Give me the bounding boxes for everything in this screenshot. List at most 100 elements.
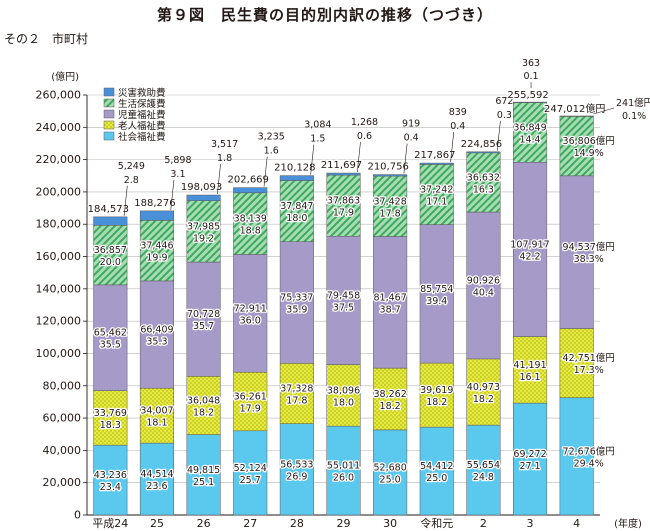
callout-pct-label: 1.5 bbox=[310, 134, 325, 145]
segment-pct-label: 42.2 bbox=[519, 251, 540, 262]
y-tick-label: 120,000 bbox=[36, 315, 82, 328]
segment-pct-label: 18.1 bbox=[146, 418, 167, 429]
bar-segment bbox=[279, 241, 314, 364]
bar-segment bbox=[139, 387, 174, 444]
segment-value-label: 36,261 bbox=[234, 392, 267, 403]
y-tick-label: 140,000 bbox=[36, 282, 82, 295]
legend-swatch bbox=[103, 109, 115, 119]
segment-pct-label: 14.4 bbox=[519, 134, 540, 145]
callout-pct-label: 2.8 bbox=[124, 175, 139, 186]
total-label: 202,669 bbox=[228, 175, 269, 186]
segment-value-label: 34,007 bbox=[140, 406, 173, 417]
segment-value-label: 55,654 bbox=[467, 460, 500, 471]
bar-segment bbox=[466, 358, 501, 426]
segment-value-label: 55,011 bbox=[327, 461, 360, 472]
segment-value-label: 90,926 bbox=[467, 275, 500, 286]
callout-pct-label: 0.4 bbox=[404, 133, 419, 144]
callout-value-label: 363 bbox=[522, 58, 540, 69]
segment-pct-label: 18.3 bbox=[100, 420, 121, 431]
callout-value-label: 241億円 bbox=[616, 97, 650, 109]
segment-value-label: 37,328 bbox=[280, 384, 313, 395]
legend-label: 児童福祉費 bbox=[118, 109, 166, 121]
y-tick-label: 180,000 bbox=[36, 218, 82, 231]
total-label: 217,867 bbox=[414, 150, 455, 161]
segment-pct-label: 17.8 bbox=[380, 208, 401, 219]
callout-value-label: 672 bbox=[495, 96, 513, 107]
callout-leader bbox=[403, 143, 408, 174]
segment-value-label: 49,815 bbox=[187, 465, 220, 476]
y-tick-label: 100,000 bbox=[36, 347, 82, 360]
segment-value-label: 37,428 bbox=[374, 196, 407, 207]
segment-value-label: 52,680 bbox=[374, 462, 407, 473]
x-tick-label: 2 bbox=[480, 517, 487, 530]
callout-pct-label: 0.1 bbox=[523, 71, 538, 82]
x-tick-label: 30 bbox=[383, 517, 397, 530]
bar-segment bbox=[559, 397, 594, 516]
callout-value-label: 919 bbox=[402, 119, 420, 130]
bar-segment bbox=[233, 254, 268, 373]
bar-segment bbox=[326, 235, 361, 365]
segment-pct-label: 35.3 bbox=[146, 337, 167, 348]
bar-segment bbox=[466, 211, 501, 360]
y-tick-label: 80,000 bbox=[43, 379, 82, 392]
bar-segment bbox=[326, 174, 361, 237]
bar-segment bbox=[559, 115, 594, 117]
callout-value-label: 839 bbox=[449, 107, 467, 118]
callout-value-label: 3,517 bbox=[211, 139, 238, 150]
segment-value-label: 81,467 bbox=[374, 292, 407, 303]
y-tick-label: 220,000 bbox=[36, 153, 82, 166]
segment-value-label: 43,236 bbox=[94, 470, 127, 481]
x-tick-label: 平成24 bbox=[92, 517, 128, 530]
bar-segment bbox=[93, 444, 128, 516]
segment-value-label: 66,409 bbox=[140, 325, 173, 336]
callout-pct-label: 0.3 bbox=[497, 110, 512, 121]
legend-swatch bbox=[103, 87, 115, 97]
y-tick-label: 60,000 bbox=[43, 412, 82, 425]
bar-segment bbox=[466, 151, 501, 154]
segment-value-label: 38,262 bbox=[374, 389, 407, 400]
bar-segment bbox=[186, 261, 221, 377]
segment-pct-label: 25.0 bbox=[426, 473, 447, 484]
segment-pct-label: 19.9 bbox=[146, 253, 167, 264]
segment-value-label: 75,337 bbox=[280, 293, 313, 304]
bar-segment bbox=[373, 175, 408, 237]
total-label: 188,276 bbox=[134, 198, 175, 209]
segment-pct-label: 23.4 bbox=[100, 482, 121, 493]
x-tick-label: 令和元 bbox=[420, 516, 453, 530]
legend-label: 災害救助費 bbox=[118, 87, 166, 99]
callout-value-label: 3,235 bbox=[258, 132, 285, 143]
segment-value-label: 70,728 bbox=[187, 309, 220, 320]
bar-segment bbox=[513, 161, 548, 337]
segment-value-label: 37,985 bbox=[187, 221, 220, 232]
segment-value-label: 36,632 bbox=[467, 172, 500, 183]
y-tick-label: 0 bbox=[74, 509, 81, 522]
segment-value-label: 79,458 bbox=[327, 290, 360, 301]
segment-pct-label: 38.7 bbox=[380, 304, 401, 315]
segment-pct-label: 25.7 bbox=[240, 475, 261, 486]
callout-leader bbox=[450, 132, 455, 163]
segment-pct-label: 25.1 bbox=[193, 477, 214, 488]
callout-value-label: 5,249 bbox=[118, 161, 145, 172]
segment-pct-label: 36.0 bbox=[240, 315, 261, 326]
bar-segment bbox=[186, 194, 221, 201]
bar-segment bbox=[326, 364, 361, 427]
segment-pct-label: 18.2 bbox=[193, 407, 214, 418]
x-tick-label: 27 bbox=[243, 517, 257, 530]
segment-pct-label: 17.1 bbox=[426, 196, 447, 207]
bar-segment bbox=[93, 216, 128, 226]
segment-pct-label: 26.0 bbox=[333, 473, 354, 484]
callout-value-label: 5,898 bbox=[164, 155, 191, 166]
segment-value-label: 36,849 bbox=[513, 122, 546, 133]
segment-pct-label: 40.4 bbox=[473, 287, 494, 298]
callout-pct-label: 0.1% bbox=[622, 111, 646, 122]
bar-segment bbox=[279, 423, 314, 516]
bar-segment bbox=[93, 390, 128, 446]
callout-leader bbox=[496, 120, 501, 151]
segment-pct-label: 37.5 bbox=[333, 302, 354, 313]
segment-value-label: 33,769 bbox=[94, 408, 127, 419]
y-axis-label: (億円) bbox=[51, 70, 79, 83]
segment-pct-label: 20.0 bbox=[100, 257, 121, 268]
callout-pct-label: 0.6 bbox=[357, 131, 372, 142]
callout-pct-label: 0.4 bbox=[450, 121, 465, 132]
x-tick-label: 29 bbox=[337, 517, 351, 530]
